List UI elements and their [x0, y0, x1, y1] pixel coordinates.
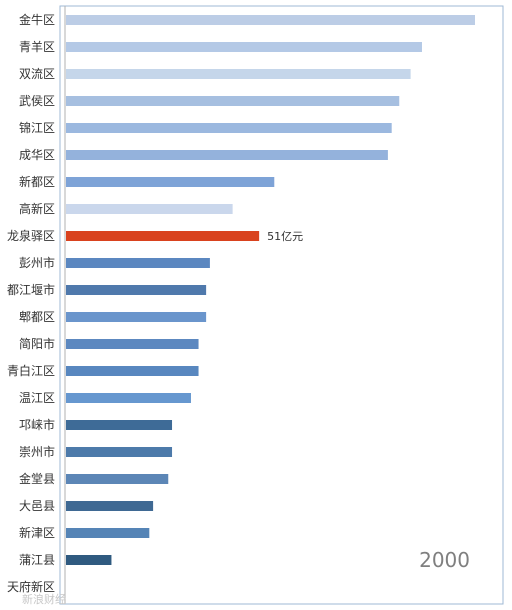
bar — [66, 447, 173, 457]
bar — [66, 204, 233, 214]
category-label: 金堂县 — [19, 471, 55, 486]
bar — [66, 42, 422, 52]
bar — [66, 150, 388, 160]
watermark: 新浪财经 — [22, 592, 66, 606]
category-label: 新都区 — [19, 174, 55, 189]
bar — [66, 285, 207, 295]
category-label: 成华区 — [19, 148, 55, 162]
category-label: 新津区 — [19, 525, 55, 540]
bar — [66, 69, 411, 79]
plot-frame — [59, 5, 504, 605]
category-label: 彭州市 — [19, 255, 55, 270]
category-label: 锦江区 — [19, 121, 55, 135]
bars-group: 51亿元 — [66, 15, 475, 565]
category-label: 都江堰市 — [7, 282, 55, 297]
bar — [66, 420, 173, 430]
category-label: 青白江区 — [7, 363, 55, 378]
category-label: 青羊区 — [19, 39, 55, 54]
year-label: 2000 — [419, 548, 470, 572]
category-label: 郫都区 — [19, 309, 55, 324]
bar — [66, 528, 150, 538]
category-label: 高新区 — [19, 201, 55, 216]
bar — [66, 339, 199, 349]
category-label: 金牛区 — [19, 12, 55, 27]
bar — [66, 555, 112, 565]
category-label: 温江区 — [19, 391, 55, 405]
category-label: 蒲江县 — [19, 553, 55, 567]
bar — [66, 474, 169, 484]
category-label: 双流区 — [19, 67, 55, 81]
category-label: 大邑县 — [19, 499, 55, 513]
category-label: 崇州市 — [19, 444, 55, 459]
category-label: 武侯区 — [19, 94, 55, 108]
bar — [66, 312, 207, 322]
category-label: 天府新区 — [7, 579, 55, 594]
bar — [66, 177, 275, 187]
bar — [66, 501, 154, 511]
bar — [66, 15, 475, 25]
data-label: 51亿元 — [267, 230, 303, 243]
bar — [66, 258, 210, 268]
bar — [66, 231, 260, 241]
bar — [66, 96, 400, 106]
bar — [66, 123, 392, 133]
bar — [66, 393, 191, 403]
category-label: 简阳市 — [19, 336, 55, 351]
category-label: 邛崃市 — [19, 417, 55, 432]
bar — [66, 366, 199, 376]
category-labels-group: 金牛区青羊区双流区武侯区锦江区成华区新都区高新区龙泉驿区彭州市都江堰市郫都区简阳… — [7, 12, 55, 594]
category-label: 龙泉驿区 — [7, 229, 55, 243]
